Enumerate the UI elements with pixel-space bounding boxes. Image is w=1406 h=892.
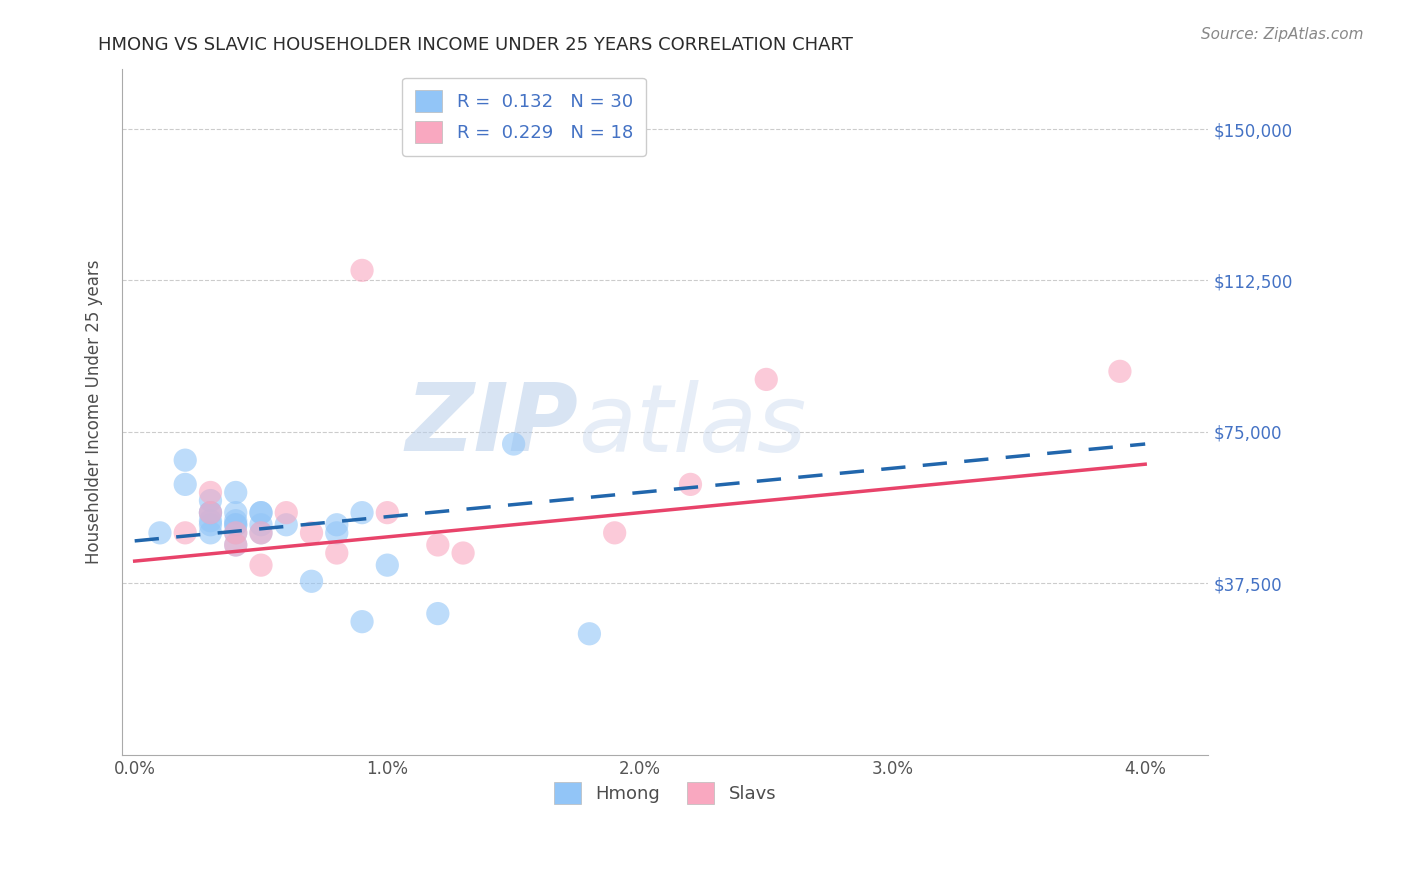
Legend: Hmong, Slavs: Hmong, Slavs [543,771,787,814]
Point [225,506,247,520]
Point [225,525,247,540]
Point [352,506,374,520]
Point [200,506,222,520]
Point [451,546,474,560]
Point [200,525,222,540]
Point [250,525,273,540]
Point [502,437,524,451]
Text: HMONG VS SLAVIC HOUSEHOLDER INCOME UNDER 25 YEARS CORRELATION CHART: HMONG VS SLAVIC HOUSEHOLDER INCOME UNDER… [98,36,853,54]
Point [200,493,222,508]
Point [200,514,222,528]
Y-axis label: Householder Income Under 25 years: Householder Income Under 25 years [86,260,103,564]
Point [200,506,222,520]
Point [426,607,449,621]
Point [603,525,626,540]
Point [426,538,449,552]
Point [352,615,374,629]
Text: ZIP: ZIP [405,379,578,472]
Point [225,517,247,532]
Text: Source: ZipAtlas.com: Source: ZipAtlas.com [1201,27,1364,42]
Point [326,525,349,540]
Point [326,546,349,560]
Point [225,517,247,532]
Point [200,485,222,500]
Point [755,372,778,386]
Point [375,506,398,520]
Point [326,517,349,532]
Point [200,517,222,532]
Point [578,627,600,641]
Point [174,525,197,540]
Point [250,506,273,520]
Point [225,525,247,540]
Point [250,558,273,573]
Point [276,506,298,520]
Point [301,574,323,589]
Point [1109,364,1132,378]
Point [225,538,247,552]
Point [225,514,247,528]
Point [200,506,222,520]
Point [250,517,273,532]
Point [250,506,273,520]
Point [149,525,172,540]
Point [174,477,197,491]
Point [225,485,247,500]
Point [352,263,374,277]
Point [301,525,323,540]
Point [174,453,197,467]
Point [250,525,273,540]
Text: atlas: atlas [578,380,807,471]
Point [679,477,702,491]
Point [375,558,398,573]
Point [225,538,247,552]
Point [276,517,298,532]
